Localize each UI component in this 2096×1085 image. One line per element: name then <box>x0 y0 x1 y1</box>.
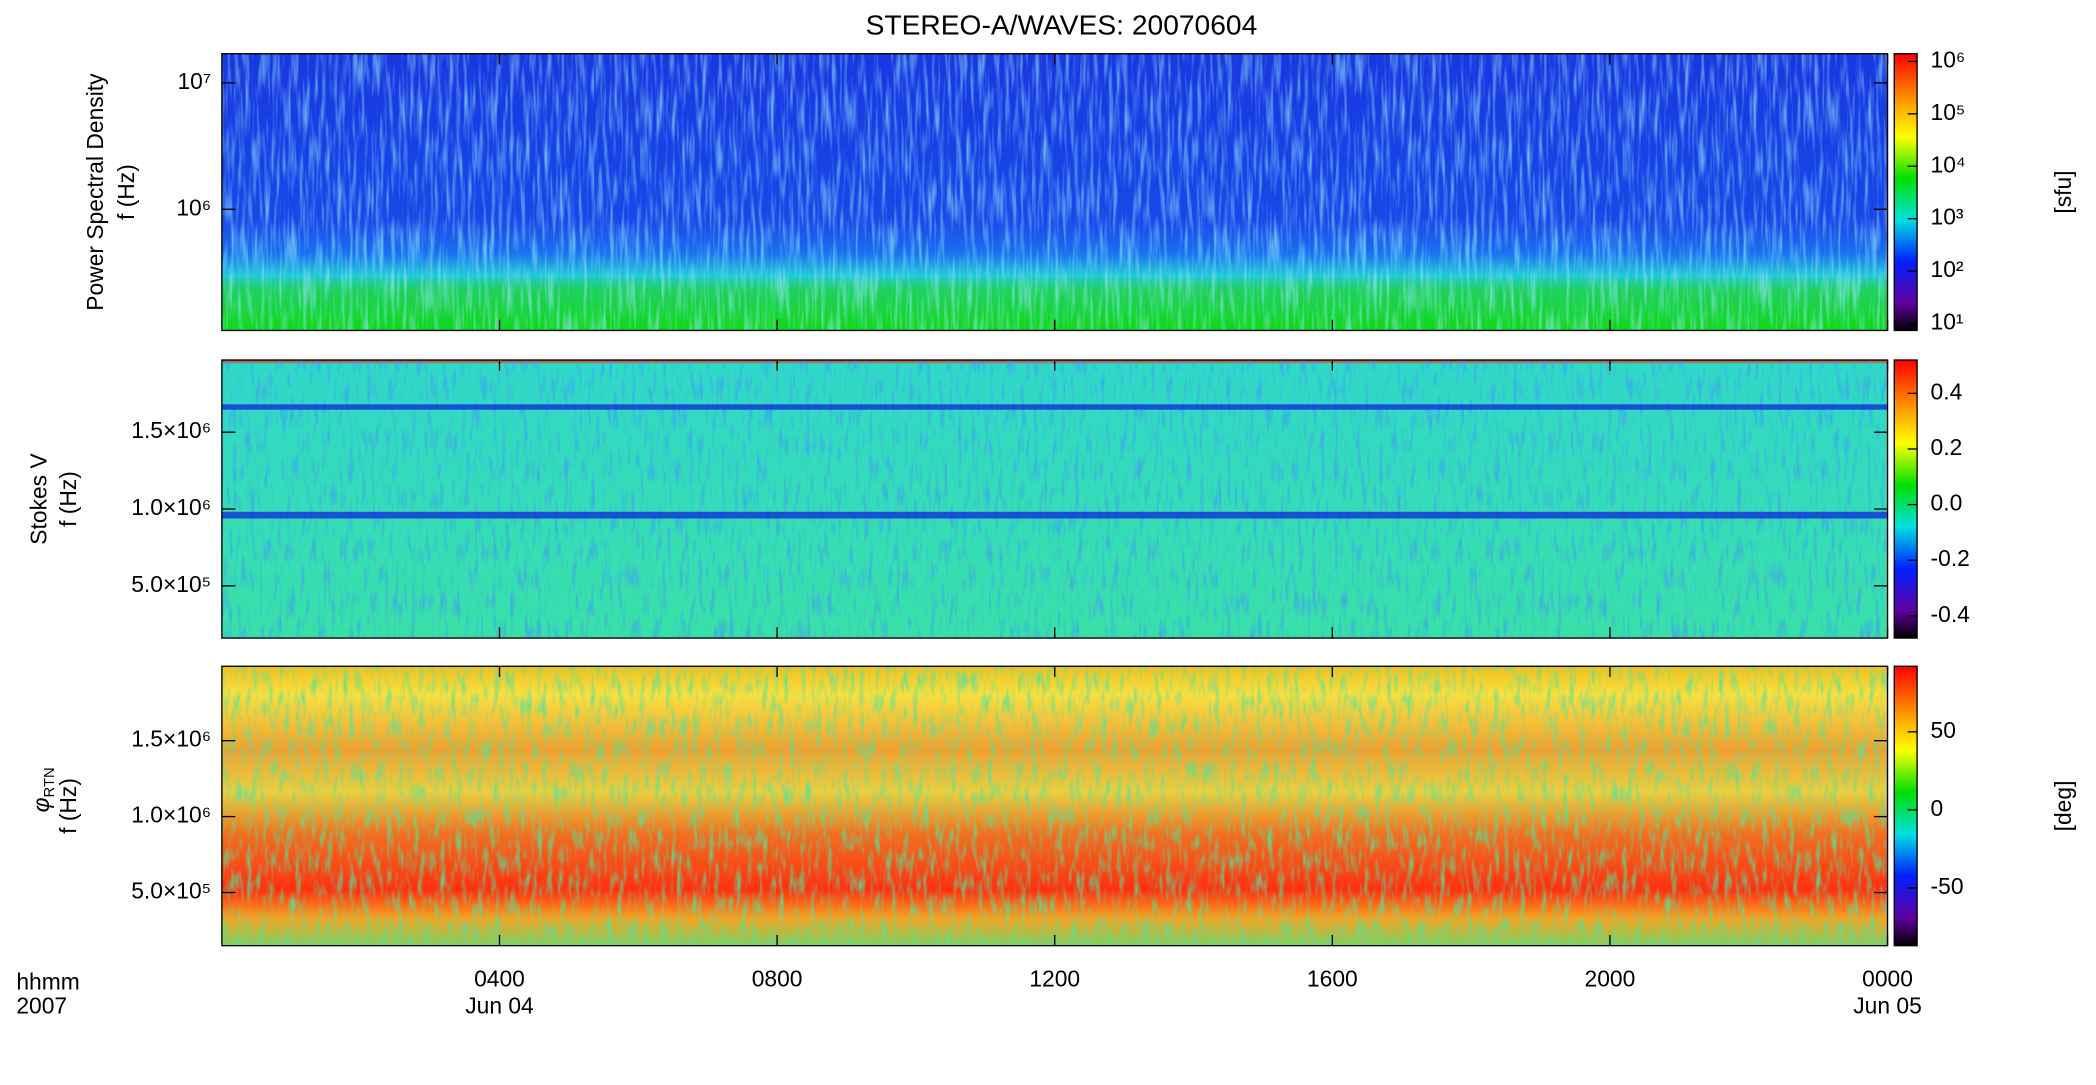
colorbar-tick-label: 10² <box>1931 256 1964 282</box>
y-axis-label: Stokes V <box>26 453 52 545</box>
spectrogram-texture <box>221 404 1888 410</box>
y-tick-label: 1.0×10⁶ <box>131 494 211 520</box>
y-axis-label: Power Spectral Density <box>82 73 108 311</box>
colorbar-label: [deg] <box>2050 781 2076 832</box>
spectrogram-texture <box>221 511 1888 519</box>
date-label: Jun 04 <box>465 992 534 1018</box>
x-label: hhmm <box>16 968 79 994</box>
spectrogram-texture <box>221 666 1888 946</box>
y-tick-label: 1.0×10⁶ <box>131 802 211 828</box>
y-tick-label: 1.5×10⁶ <box>131 417 211 443</box>
colorbar-tick-label: -0.2 <box>1931 545 1970 571</box>
y-axis-label: f (Hz) <box>55 778 81 834</box>
colorbar-tick-label: -50 <box>1931 873 1964 899</box>
y-label-subscript: RTN <box>42 767 58 797</box>
y-axis-label: f (Hz) <box>113 164 139 220</box>
colorbar-tick-label: 0.0 <box>1931 490 1963 516</box>
colorbar-tick-label: 0 <box>1931 795 1944 821</box>
x-tick-label: 1200 <box>1029 966 1080 992</box>
x-tick-label: 0400 <box>474 966 525 992</box>
date-label: Jun 05 <box>1853 992 1922 1018</box>
y-tick-label: 10⁷ <box>177 68 211 94</box>
x-label: 2007 <box>16 992 67 1018</box>
y-tick-label: 5.0×10⁵ <box>131 571 211 597</box>
colorbar-tick-label: 10⁵ <box>1931 99 1966 125</box>
y-axis-label: φRTN <box>28 767 58 812</box>
colorbar-tick-label: 10⁶ <box>1931 46 1966 72</box>
colorbar <box>1893 53 1918 332</box>
colorbar-tick-label: -0.4 <box>1931 601 1971 627</box>
colorbar-tick-label: 10³ <box>1931 204 1964 230</box>
spectrogram-texture <box>221 53 1888 331</box>
colorbar-tick-label: 0.2 <box>1931 434 1963 460</box>
x-tick-label: 2000 <box>1585 966 1636 992</box>
y-tick-label: 5.0×10⁵ <box>131 878 211 904</box>
y-label-symbol: φ <box>28 797 54 812</box>
colorbar <box>1893 359 1918 639</box>
y-tick-label: 10⁶ <box>176 194 211 220</box>
x-tick-label: 0000 <box>1862 966 1913 992</box>
x-tick-label: 1600 <box>1307 966 1358 992</box>
colorbar-label: [sfu] <box>2050 171 2076 214</box>
spectrogram-texture <box>221 360 1888 639</box>
y-tick-label: 1.5×10⁶ <box>131 726 211 752</box>
chart-title: STEREO-A/WAVES: 20070604 <box>866 8 1258 40</box>
x-tick-label: 0800 <box>752 966 803 992</box>
colorbar-tick-label: 10⁴ <box>1931 151 1966 177</box>
colorbar <box>1893 665 1918 947</box>
colorbar-tick-label: 10¹ <box>1931 309 1964 335</box>
y-axis-label: f (Hz) <box>55 471 81 527</box>
colorbar-tick-label: 0.4 <box>1931 378 1963 404</box>
colorbar-tick-label: 50 <box>1931 717 1956 743</box>
